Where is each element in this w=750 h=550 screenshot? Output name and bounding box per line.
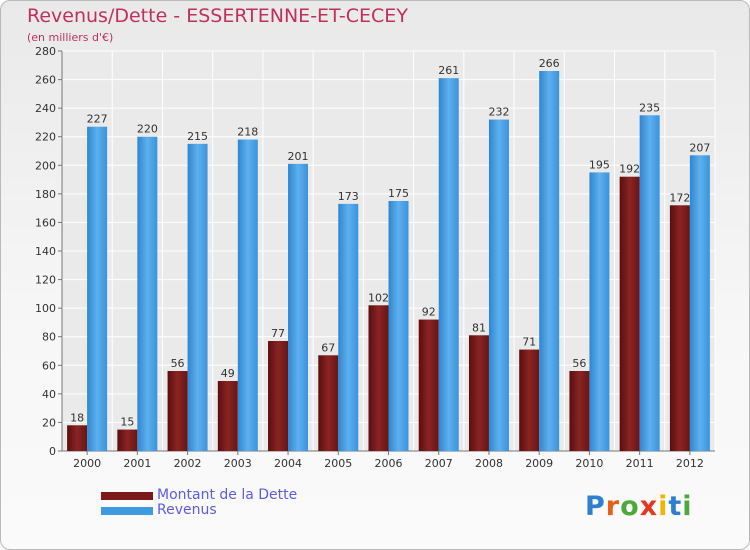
y-tick-label: 220 bbox=[35, 131, 56, 144]
data-label-dette: 92 bbox=[422, 306, 436, 319]
chart-subtitle: (en milliers d'€) bbox=[27, 31, 114, 44]
logo-letter: x bbox=[639, 491, 659, 522]
data-label-revenus: 207 bbox=[689, 141, 710, 154]
data-label-dette: 192 bbox=[619, 163, 640, 176]
y-tick-label: 40 bbox=[42, 388, 56, 401]
data-label-dette: 49 bbox=[221, 367, 235, 380]
data-label-revenus: 173 bbox=[338, 190, 359, 203]
data-label-revenus: 218 bbox=[237, 126, 258, 139]
bar-revenus bbox=[338, 203, 359, 451]
bar-revenus bbox=[137, 136, 158, 451]
y-tick-label: 240 bbox=[35, 102, 56, 115]
y-tick-label: 280 bbox=[35, 45, 56, 58]
data-label-dette: 102 bbox=[368, 291, 389, 304]
bar-dette bbox=[569, 371, 590, 451]
x-tick-label: 2010 bbox=[575, 457, 603, 470]
bar-dette bbox=[117, 429, 138, 451]
bar-revenus bbox=[689, 155, 710, 452]
data-label-dette: 56 bbox=[171, 357, 185, 370]
data-label-dette: 81 bbox=[472, 321, 486, 334]
y-tick-label: 60 bbox=[42, 359, 56, 372]
bar-dette bbox=[217, 381, 238, 451]
proxiti-logo: Proxiti bbox=[585, 491, 693, 522]
y-tick-label: 20 bbox=[42, 416, 56, 429]
legend-item-revenus: Revenus bbox=[101, 503, 297, 518]
data-label-revenus: 235 bbox=[639, 101, 660, 114]
logo-letter: P bbox=[585, 491, 606, 522]
x-tick-label: 2011 bbox=[626, 457, 654, 470]
logo-letter: t bbox=[668, 491, 683, 522]
bar-revenus bbox=[488, 119, 509, 452]
data-label-dette: 71 bbox=[522, 336, 536, 349]
bar-dette bbox=[669, 205, 690, 451]
bar-revenus bbox=[237, 139, 258, 452]
x-tick-label: 2007 bbox=[425, 457, 453, 470]
legend-swatch-dette bbox=[101, 491, 153, 500]
logo-letter: i bbox=[658, 491, 669, 522]
data-label-revenus: 261 bbox=[438, 64, 459, 77]
data-label-dette: 15 bbox=[120, 416, 134, 429]
data-label-revenus: 266 bbox=[539, 57, 560, 70]
data-label-dette: 77 bbox=[271, 327, 285, 340]
bar-dette bbox=[418, 319, 439, 451]
bar-dette bbox=[67, 425, 88, 451]
legend-label-revenus: Revenus bbox=[157, 502, 217, 518]
y-tick-label: 0 bbox=[49, 445, 56, 458]
bar-dette bbox=[368, 305, 389, 451]
legend-label-dette: Montant de la Dette bbox=[157, 487, 298, 503]
data-label-dette: 18 bbox=[70, 411, 84, 424]
logo-letter: r bbox=[605, 491, 621, 522]
data-label-revenus: 227 bbox=[87, 113, 108, 126]
x-tick-label: 2002 bbox=[174, 457, 202, 470]
y-tick-label: 140 bbox=[35, 245, 56, 258]
chart-title: Revenus/Dette - ESSERTENNE-ET-CECEY bbox=[27, 5, 408, 27]
data-label-revenus: 220 bbox=[137, 123, 158, 136]
data-label-dette: 67 bbox=[321, 341, 335, 354]
bar-revenus bbox=[639, 115, 660, 452]
bar-dette bbox=[318, 355, 339, 451]
y-tick-label: 260 bbox=[35, 74, 56, 87]
data-label-revenus: 201 bbox=[288, 150, 309, 163]
bar-dette bbox=[468, 335, 489, 451]
bar-dette bbox=[619, 176, 640, 451]
x-tick-label: 2012 bbox=[676, 457, 704, 470]
y-tick-label: 100 bbox=[35, 302, 56, 315]
bar-revenus bbox=[438, 78, 459, 452]
bar-revenus bbox=[388, 201, 409, 451]
x-tick-label: 2006 bbox=[375, 457, 403, 470]
data-label-dette: 172 bbox=[669, 191, 690, 204]
legend-item-dette: Montant de la Dette bbox=[101, 488, 297, 503]
bar-revenus bbox=[87, 126, 108, 451]
y-tick-label: 200 bbox=[35, 159, 56, 172]
logo-letter: o bbox=[620, 491, 640, 522]
data-label-dette: 56 bbox=[572, 357, 586, 370]
x-tick-label: 2003 bbox=[224, 457, 252, 470]
y-tick-label: 160 bbox=[35, 216, 56, 229]
data-label-revenus: 195 bbox=[589, 158, 610, 171]
bar-dette bbox=[268, 341, 289, 451]
x-tick-label: 2008 bbox=[475, 457, 503, 470]
legend-swatch-revenus bbox=[101, 506, 153, 515]
bar-revenus bbox=[589, 172, 610, 451]
y-tick-label: 180 bbox=[35, 188, 56, 201]
x-tick-label: 2009 bbox=[525, 457, 553, 470]
data-label-revenus: 215 bbox=[187, 130, 208, 143]
y-tick-label: 120 bbox=[35, 274, 56, 287]
x-tick-label: 2005 bbox=[324, 457, 352, 470]
data-label-revenus: 175 bbox=[388, 187, 409, 200]
data-label-revenus: 232 bbox=[488, 106, 509, 119]
bar-dette bbox=[167, 371, 188, 451]
bar-dette bbox=[519, 349, 540, 451]
x-tick-label: 2004 bbox=[274, 457, 302, 470]
legend: Montant de la Dette Revenus bbox=[101, 488, 297, 518]
y-tick-label: 80 bbox=[42, 331, 56, 344]
bar-revenus bbox=[288, 163, 309, 451]
bar-revenus bbox=[187, 143, 208, 451]
logo-letter: i bbox=[682, 491, 693, 522]
bar-revenus bbox=[539, 71, 560, 451]
x-tick-label: 2001 bbox=[123, 457, 151, 470]
x-tick-label: 2000 bbox=[73, 457, 101, 470]
